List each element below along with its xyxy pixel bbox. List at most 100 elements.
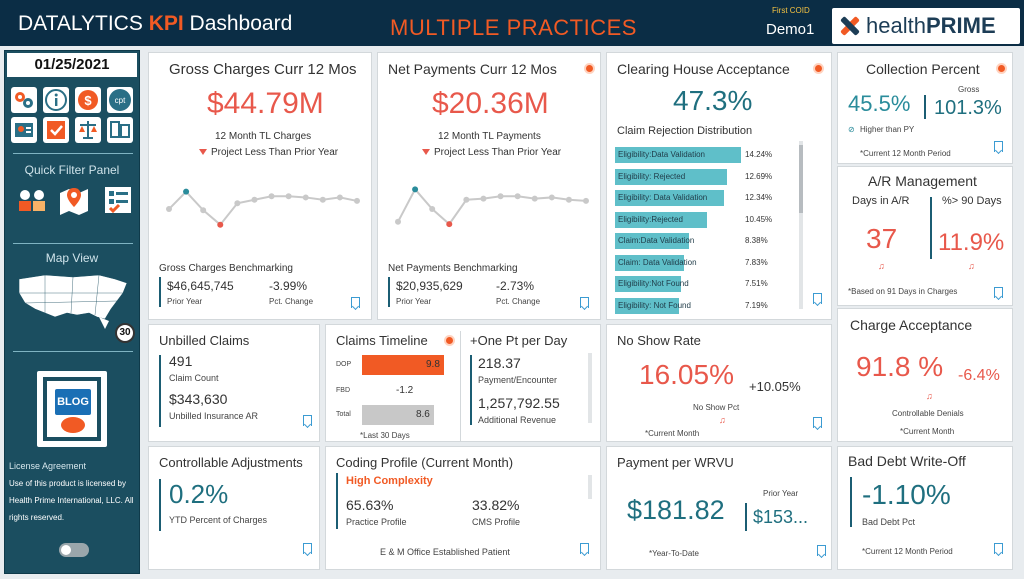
checklist-icon[interactable] (43, 117, 69, 143)
rejection-row[interactable]: Eligibility: Data Validation 12.34% (615, 190, 795, 206)
sparkline-point[interactable] (531, 195, 538, 202)
sparkline-point[interactable] (285, 193, 292, 200)
alert-bell-icon: ♫ (719, 415, 726, 425)
user-id-icon[interactable] (11, 117, 37, 143)
info-icon[interactable] (444, 335, 455, 346)
coding-footer: E & M Office Established Patient (380, 547, 510, 557)
controllable-value: 0.2% (169, 479, 229, 509)
bookmark-icon[interactable] (351, 297, 360, 308)
sparkline-point[interactable] (412, 186, 419, 193)
rejection-bar (615, 254, 685, 271)
bookmark-icon[interactable] (994, 141, 1003, 152)
bookmark-icon[interactable] (303, 543, 312, 554)
sparkline-point[interactable] (166, 206, 172, 213)
info-icon[interactable] (584, 63, 595, 74)
sparkline-point[interactable] (463, 196, 470, 203)
card-title: Claims Timeline (336, 333, 428, 348)
usa-map[interactable] (15, 269, 133, 331)
gears-icon[interactable] (11, 87, 37, 113)
sidebar: 01/25/2021 $ cpt Quick Filter Panel (4, 50, 140, 574)
complexity-level: High Complexity (346, 475, 433, 487)
card-title: Clearing House Acceptance (617, 61, 790, 77)
timeline-bar[interactable] (362, 355, 444, 375)
cms-profile-label: CMS Profile (472, 517, 521, 527)
charge-acceptance-card: Charge Acceptance 91.8 % -6.4% ♫ Control… (837, 308, 1013, 442)
sparkline-point[interactable] (497, 193, 504, 200)
sparkline-line (397, 187, 587, 226)
sparkline-point[interactable] (395, 218, 401, 225)
rejection-label: Eligibility: Not Found (618, 300, 691, 310)
info-icon[interactable] (996, 63, 1007, 74)
rejection-value: 7.83% (745, 257, 768, 267)
sparkline-point[interactable] (200, 207, 207, 214)
sparkline-point[interactable] (234, 200, 241, 207)
map-count-badge: 30 (115, 323, 135, 343)
gross-value: 101.3% (934, 97, 1002, 119)
devices-icon[interactable] (107, 117, 133, 143)
bookmark-icon[interactable] (813, 417, 822, 428)
bookmark-icon[interactable] (813, 293, 822, 304)
bookmark-icon[interactable] (580, 297, 589, 308)
bad-debt-divider (850, 477, 852, 527)
net-payments-subtitle: 12 Month TL Payments (438, 131, 541, 142)
sparkline-point[interactable] (217, 221, 224, 228)
rejection-row[interactable]: Eligibility:Data Validation 14.24% (615, 147, 795, 163)
rejection-bar (615, 168, 728, 185)
coding-scrollbar[interactable] (588, 475, 592, 499)
sparkline-point[interactable] (336, 194, 343, 201)
timeline-bar[interactable] (434, 381, 444, 401)
benchmark-label: Gross Charges Benchmarking (159, 263, 293, 274)
sparkline-point[interactable] (429, 206, 436, 213)
bookmark-icon[interactable] (580, 543, 589, 554)
rejection-label: Eligibility:Rejected (618, 214, 683, 224)
sparkline-point[interactable] (268, 193, 275, 200)
one-pt-scrollbar[interactable] (588, 353, 592, 423)
net-payments-sparkline (395, 186, 589, 228)
rejection-scrollbar[interactable] (799, 141, 803, 309)
sparkline-point[interactable] (183, 188, 190, 195)
timeline-bar[interactable] (362, 405, 434, 425)
coid-value[interactable]: Demo1 (766, 21, 815, 38)
rejection-value: 10.45% (745, 214, 773, 224)
rejection-scroll-thumb[interactable] (799, 145, 803, 213)
claims-timeline-card: Claims Timeline DOP 9.8 FBD -1.2 Total 8.6 *L… (325, 324, 601, 442)
ar-management-card: A/R Management Days in A/R %> 90 Days 37… (837, 166, 1013, 306)
scales-icon[interactable] (75, 117, 101, 143)
sparkline-point[interactable] (548, 194, 555, 201)
rejection-row[interactable]: Claim:Data Validation 8.38% (615, 233, 795, 249)
sparkline-point[interactable] (302, 194, 309, 201)
sparkline-point[interactable] (514, 193, 521, 200)
sparkline-point[interactable] (583, 197, 589, 204)
blog-button[interactable]: BLOG (37, 371, 107, 447)
rejection-row[interactable]: Eligibility:Not Found 7.51% (615, 276, 795, 292)
bookmark-icon[interactable] (303, 415, 312, 426)
cpt-icon[interactable]: cpt (107, 87, 133, 113)
sparkline-point[interactable] (565, 196, 572, 203)
checklist-filter-icon[interactable] (101, 183, 135, 217)
license-title[interactable]: License Agreement (9, 461, 87, 471)
bookmark-icon[interactable] (817, 545, 826, 556)
info-icon[interactable] (813, 63, 824, 74)
rejection-row[interactable]: Eligibility: Rejected 12.69% (615, 168, 795, 185)
sparkline-point[interactable] (354, 197, 360, 204)
speech-bubble-icon (61, 417, 85, 433)
over-90-value: 11.9% (938, 229, 1005, 256)
rejection-label: Eligibility: Rejected (618, 171, 686, 181)
sparkline-point[interactable] (319, 196, 326, 203)
healthprime-wordmark: healthPRIME (866, 13, 996, 38)
sparkline-point[interactable] (446, 221, 453, 228)
sparkline-point[interactable] (251, 196, 258, 203)
bookmark-icon[interactable] (994, 543, 1003, 554)
theme-toggle[interactable] (59, 543, 89, 557)
card-title: Unbilled Claims (159, 333, 250, 348)
card-title: Charge Acceptance (850, 317, 973, 333)
rejection-row[interactable]: Eligibility:Rejected 10.45% (615, 211, 795, 228)
rejection-row[interactable]: Eligibility: Not Found 7.19% (615, 297, 795, 314)
dollar-cycle-icon[interactable]: $ (75, 87, 101, 113)
sparkline-point[interactable] (480, 195, 487, 202)
info-icon[interactable] (43, 87, 69, 113)
location-filter-icon[interactable] (57, 183, 91, 217)
rejection-row[interactable]: Claim: Data Validation 7.83% (615, 254, 795, 271)
bookmark-icon[interactable] (994, 287, 1003, 298)
people-filter-icon[interactable] (15, 183, 49, 217)
